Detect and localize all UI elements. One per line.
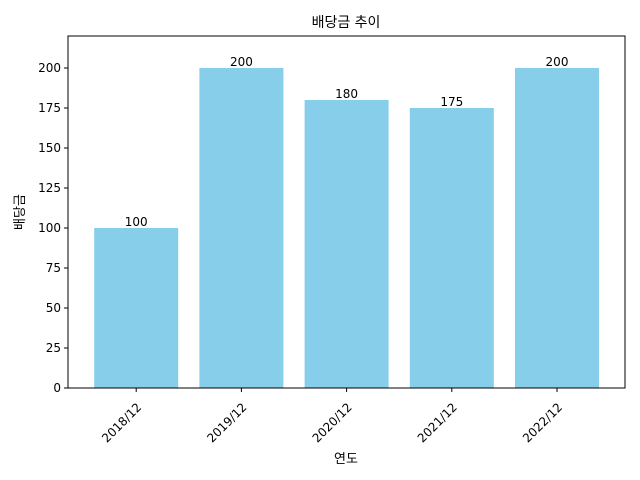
bar-2018-12 [94, 228, 179, 388]
bars-group [94, 68, 599, 388]
data-label-2018-12: 100 [125, 215, 148, 229]
y-tick-label: 0 [53, 381, 61, 395]
y-tick-label: 75 [46, 261, 61, 275]
chart-title: 배당금 추이 [312, 15, 381, 31]
data-label-2022-12: 200 [546, 55, 569, 69]
plot-frame [67, 35, 626, 389]
x-axis-label: 연도 [334, 452, 358, 467]
y-tick-label: 25 [46, 341, 61, 355]
data-labels-group: 100 200 180 175 200 [125, 55, 569, 229]
y-tick-label: 50 [46, 301, 61, 315]
data-label-2021-12: 175 [440, 95, 463, 109]
y-tick-label: 150 [38, 141, 61, 155]
y-tick-label: 100 [38, 221, 61, 235]
data-label-2019-12: 200 [230, 55, 253, 69]
y-axis-ticks: 0 25 50 75 100 125 150 175 200 [38, 61, 68, 395]
data-label-2020-12: 180 [335, 87, 358, 101]
bar-2022-12 [515, 68, 599, 388]
bar-2019-12 [199, 68, 284, 388]
y-tick-label: 175 [38, 101, 61, 115]
bar-2021-12 [409, 108, 494, 388]
bar-2020-12 [304, 100, 389, 388]
y-axis-label: 배당금 [13, 194, 28, 230]
y-tick-label: 200 [38, 61, 61, 75]
y-tick-label: 125 [38, 181, 61, 195]
